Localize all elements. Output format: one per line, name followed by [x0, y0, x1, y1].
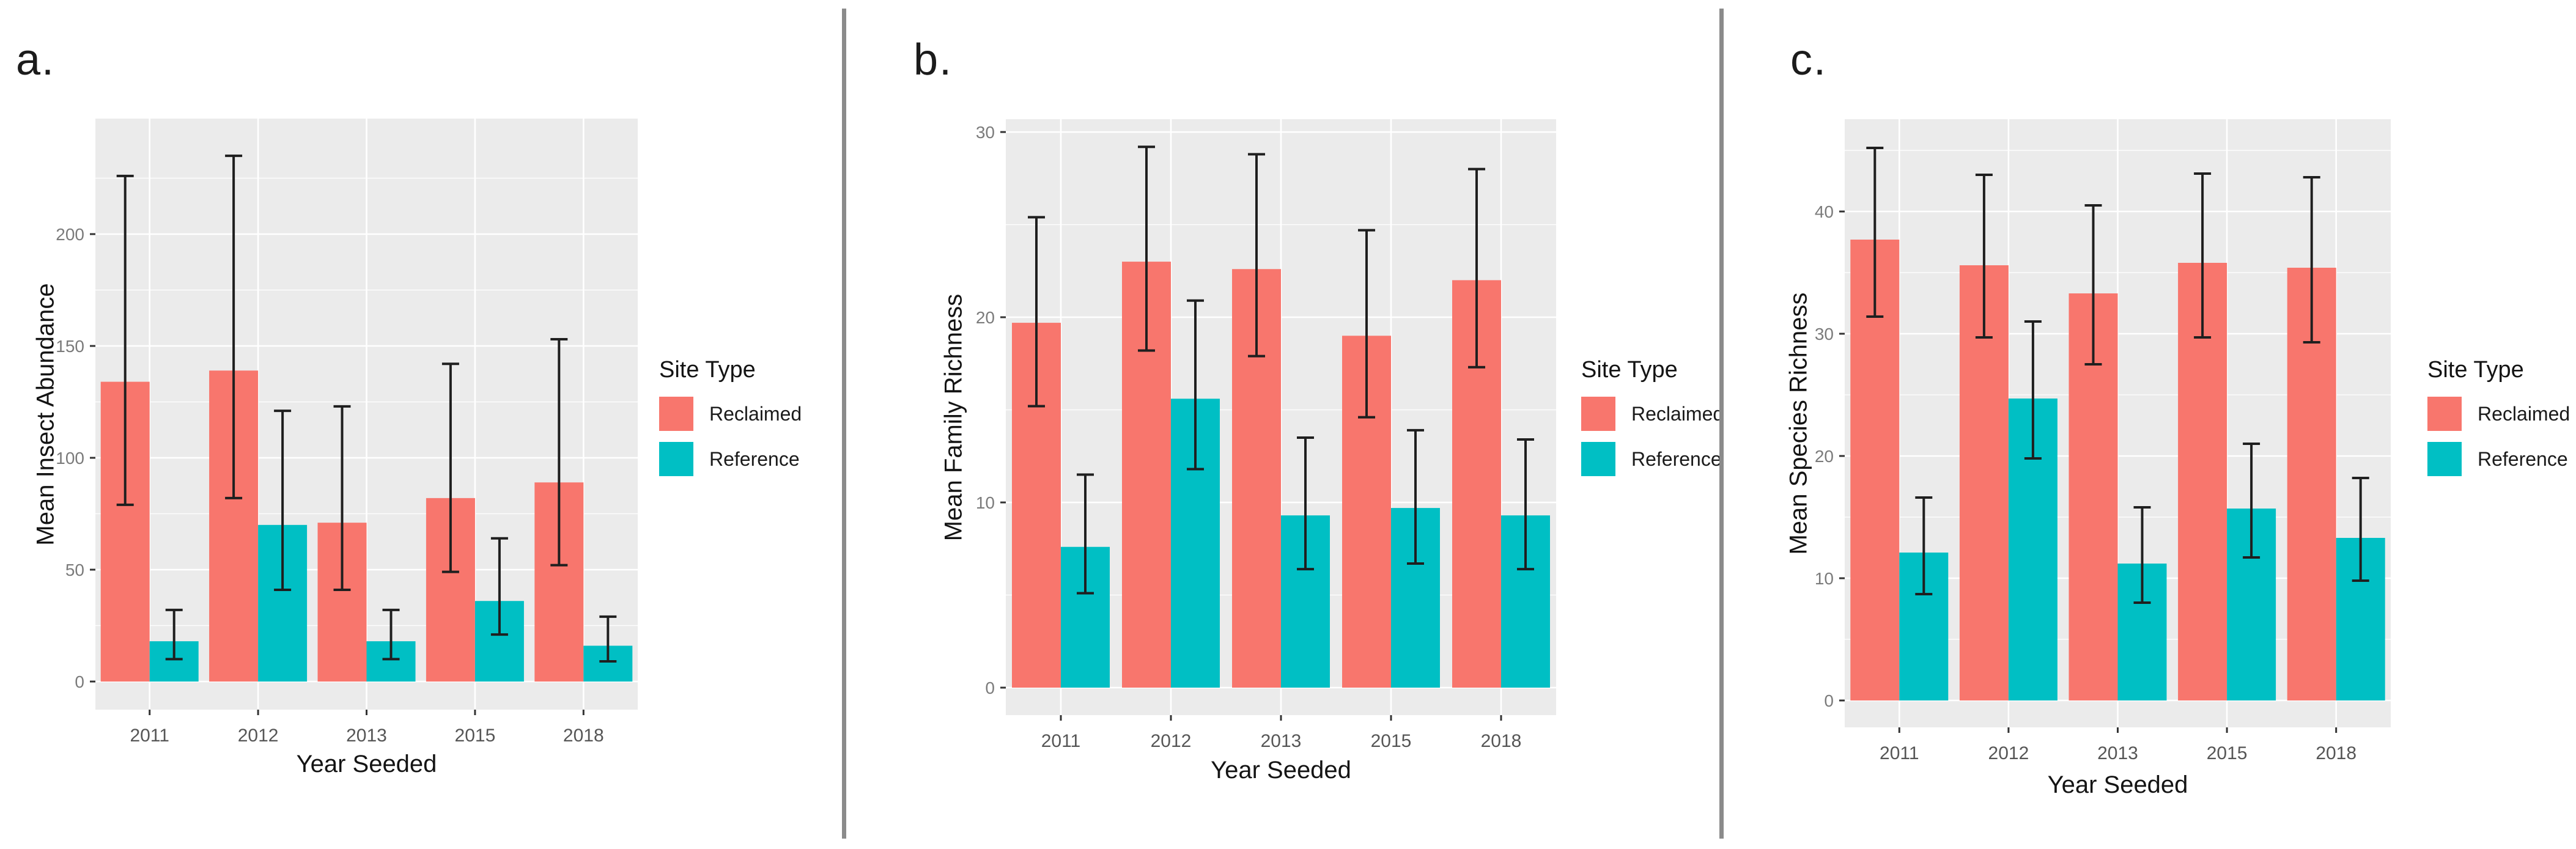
y-tick-label: 50 — [65, 560, 84, 579]
x-tick-label: 2015 — [2207, 743, 2248, 763]
x-tick-label: 2018 — [1481, 731, 1522, 751]
legend-entry-reference: Reference — [659, 442, 802, 476]
legend-b: Site Type Reclaimed Reference — [1581, 357, 1724, 487]
legend-label-reclaimed: Reclaimed — [2478, 402, 2570, 425]
y-tick-label: 0 — [985, 678, 995, 697]
legend-label-reference: Reference — [1631, 447, 1722, 470]
y-tick-label: 10 — [976, 493, 995, 512]
x-tick-label: 2018 — [563, 726, 604, 746]
x-axis-title-c: Year Seeded — [2047, 771, 2188, 798]
legend-a: Site Type Reclaimed Reference — [659, 357, 802, 487]
y-axis-title-a: Mean Insect Abundance — [32, 282, 59, 546]
y-axis-title-b: Mean Family Richness — [940, 293, 967, 541]
legend-swatch-reclaimed — [1581, 397, 1615, 431]
x-tick-label: 2011 — [130, 726, 169, 746]
legend-entry-reclaimed: Reclaimed — [659, 397, 802, 431]
y-tick-label: 150 — [56, 337, 84, 356]
legend-swatch-reclaimed — [659, 397, 693, 431]
x-tick-label: 2013 — [2097, 743, 2138, 763]
legend-label-reference: Reference — [709, 447, 800, 470]
x-tick-label: 2012 — [1988, 743, 2029, 763]
legend-entry-reclaimed: Reclaimed — [2427, 397, 2570, 431]
x-tick-label: 2012 — [238, 726, 279, 746]
legend-title: Site Type — [659, 357, 756, 383]
x-tick-label: 2011 — [1041, 731, 1081, 751]
panel-b-label: b. — [913, 35, 953, 84]
legend-swatch-reclaimed — [2427, 397, 2462, 431]
legend-entry-reference: Reference — [1581, 442, 1724, 476]
panel-c-label: c. — [1790, 35, 1828, 84]
x-tick-label: 2012 — [1151, 731, 1192, 751]
panel-divider-1 — [842, 9, 846, 839]
x-axis-title-b: Year Seeded — [1211, 757, 1351, 784]
y-tick-label: 0 — [75, 672, 84, 691]
panel-a-label: a. — [16, 35, 56, 84]
y-tick-label: 30 — [1815, 325, 1834, 344]
x-tick-label: 2018 — [2316, 743, 2356, 763]
legend-title: Site Type — [2427, 357, 2524, 383]
x-tick-label: 2015 — [455, 726, 496, 746]
legend-label-reclaimed: Reclaimed — [709, 402, 802, 425]
legend-entry-reclaimed: Reclaimed — [1581, 397, 1724, 431]
x-tick-label: 2011 — [1880, 743, 1919, 763]
legend-swatch-reference — [2427, 442, 2462, 476]
legend-c: Site Type Reclaimed Reference — [2427, 357, 2570, 487]
x-tick-label: 2015 — [1371, 731, 1412, 751]
legend-label-reclaimed: Reclaimed — [1631, 402, 1724, 425]
y-axis-title-c: Mean Species Richness — [1785, 292, 1812, 555]
y-tick-label: 100 — [56, 449, 84, 468]
x-tick-label: 2013 — [1261, 731, 1302, 751]
y-tick-label: 20 — [976, 308, 995, 327]
legend-label-reference: Reference — [2478, 447, 2568, 470]
y-tick-label: 40 — [1815, 202, 1834, 221]
y-tick-label: 20 — [1815, 447, 1834, 466]
y-tick-label: 0 — [1824, 691, 1834, 710]
legend-swatch-reference — [1581, 442, 1615, 476]
panel-divider-2 — [1719, 9, 1724, 839]
y-tick-label: 10 — [1815, 569, 1834, 588]
x-tick-label: 2013 — [346, 726, 387, 746]
y-tick-label: 30 — [976, 123, 995, 142]
legend-title: Site Type — [1581, 357, 1678, 383]
legend-swatch-reference — [659, 442, 693, 476]
y-tick-label: 200 — [56, 225, 84, 244]
x-axis-title-a: Year Seeded — [296, 751, 437, 777]
legend-entry-reference: Reference — [2427, 442, 2570, 476]
